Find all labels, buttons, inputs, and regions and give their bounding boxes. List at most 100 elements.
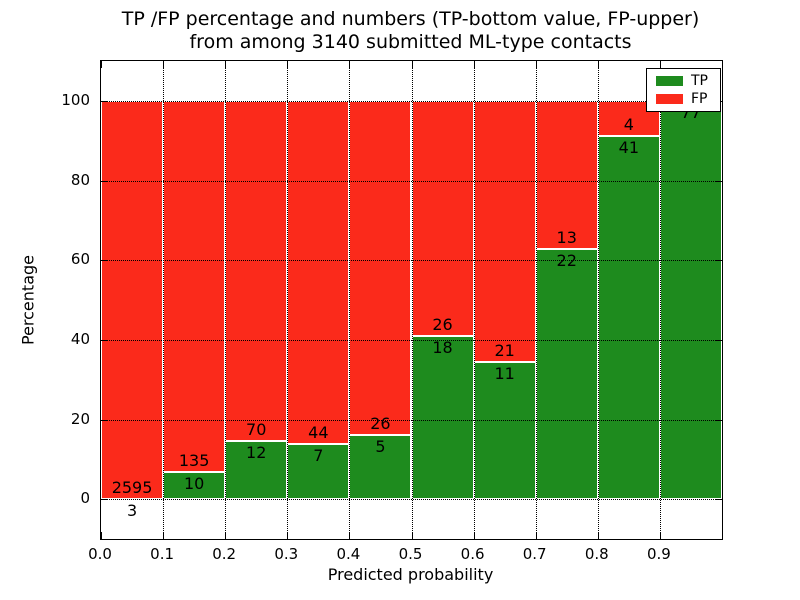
tp-count-label: 12	[246, 442, 267, 462]
y-tick-mark	[101, 499, 108, 501]
x-tick-mark	[659, 532, 661, 539]
x-tick-mark	[597, 61, 599, 68]
y-tick-label: 60	[70, 250, 90, 269]
x-tick-mark	[225, 61, 227, 68]
x-tick-mark	[101, 532, 102, 539]
y-tick-label: 100	[61, 90, 90, 109]
gridline-horizontal	[101, 180, 722, 182]
x-tick-mark	[101, 61, 102, 68]
gridline-vertical	[225, 61, 227, 539]
x-tick-label: 0.1	[150, 545, 175, 563]
y-tick-mark	[715, 419, 722, 421]
bar-tp-segment	[349, 434, 412, 500]
x-tick-mark	[535, 61, 537, 68]
fp-legend-swatch-icon	[656, 94, 683, 105]
chart-title-line2: from among 3140 submitted ML-type contac…	[189, 31, 632, 53]
x-tick-label: 0.6	[460, 545, 485, 563]
fp-count-label: 44	[308, 423, 329, 443]
fp-count-label: 70	[246, 419, 267, 439]
y-tick-mark	[715, 499, 722, 501]
gridline-horizontal	[101, 339, 722, 341]
y-tick-mark	[101, 419, 108, 421]
fp-count-label: 2595	[111, 477, 153, 497]
tp-count-label: 41	[618, 138, 640, 158]
tp-count-label: 7	[313, 446, 324, 466]
x-tick-mark	[163, 532, 165, 539]
x-tick-mark	[659, 61, 661, 68]
tp-count-label: 11	[494, 364, 515, 384]
x-tick-mark	[411, 532, 413, 539]
y-tick-mark	[101, 100, 108, 102]
fp-count-label: 135	[178, 450, 210, 470]
x-tick-label: 0.0	[88, 545, 112, 563]
gridline-horizontal	[101, 260, 722, 262]
legend-label-fp: FP	[691, 91, 708, 108]
fp-count-label: 13	[556, 227, 577, 247]
plot-area: TP FP 2595 3 135 10 70 12 44 7 26 5 26 18 21 11 13 22 4 4…	[100, 60, 723, 540]
gridline-vertical	[473, 61, 475, 539]
bar-tp-segment	[597, 136, 660, 500]
gridline-vertical	[659, 61, 661, 539]
gridline-horizontal	[101, 419, 722, 421]
x-tick-label: 0.9	[646, 545, 671, 563]
x-tick-mark	[163, 61, 165, 68]
fp-count-label: 4	[623, 115, 634, 135]
legend-item-fp: FP	[656, 92, 720, 106]
x-tick-label: 0.4	[336, 545, 361, 563]
gridline-horizontal	[101, 499, 722, 501]
gridline-vertical	[287, 61, 289, 539]
x-tick-mark	[287, 61, 289, 68]
tp-count-label: 5	[375, 436, 386, 456]
bar-fp-segment	[411, 100, 474, 337]
tp-count-label: 3	[126, 500, 138, 520]
y-tick-mark	[101, 180, 108, 182]
bar-tp-segment	[411, 336, 474, 500]
bar-fp-segment	[349, 100, 412, 435]
x-axis-label: Predicted probability	[327, 565, 494, 584]
x-tick-mark	[473, 61, 475, 68]
gridline-vertical	[535, 61, 537, 539]
bar-tp-segment	[287, 444, 350, 500]
tp-count-label: 22	[556, 250, 577, 270]
x-tick-mark	[225, 532, 227, 539]
tp-count-label: 10	[183, 473, 205, 493]
chart-title: TP /FP percentage and numbers (TP-bottom…	[100, 8, 721, 54]
y-tick-mark	[101, 339, 108, 341]
tp-legend-swatch-icon	[656, 75, 683, 86]
x-tick-label: 0.7	[522, 545, 547, 563]
x-tick-mark	[287, 532, 289, 539]
bar-fp-segment	[473, 100, 536, 363]
legend-label-tp: TP	[691, 72, 708, 89]
y-tick-mark	[715, 180, 722, 182]
bar-tp-segment	[163, 471, 226, 500]
x-tick-mark	[473, 532, 475, 539]
bar-tp-segment	[535, 248, 598, 500]
x-tick-mark	[411, 61, 413, 68]
fp-count-label: 26	[370, 413, 391, 433]
gridline-horizontal	[101, 100, 722, 102]
gridline-vertical	[411, 61, 413, 539]
y-tick-mark	[715, 260, 722, 262]
y-tick-mark	[101, 260, 108, 262]
bar-fp-segment	[287, 100, 350, 445]
fp-count-label: 26	[432, 315, 453, 335]
legend: TP FP	[646, 68, 721, 112]
bar-fp-segment	[101, 100, 164, 499]
bar-fp-segment	[225, 100, 288, 441]
x-tick-mark	[535, 532, 537, 539]
tp-count-label: 18	[432, 338, 453, 358]
bar-tp-segment	[659, 100, 722, 500]
x-tick-label: 0.8	[584, 545, 609, 563]
gridline-vertical	[597, 61, 599, 539]
y-axis-label: Percentage	[18, 254, 38, 346]
chart-title-line1: TP /FP percentage and numbers (TP-bottom…	[121, 8, 700, 30]
gridline-vertical	[163, 61, 165, 539]
x-tick-mark	[349, 532, 351, 539]
y-tick-label: 80	[70, 170, 90, 189]
x-tick-label: 0.5	[398, 545, 423, 563]
legend-item-tp: TP	[656, 74, 720, 88]
x-tick-mark	[349, 61, 351, 68]
x-tick-label: 0.2	[212, 545, 237, 563]
bar-fp-segment	[163, 100, 226, 472]
